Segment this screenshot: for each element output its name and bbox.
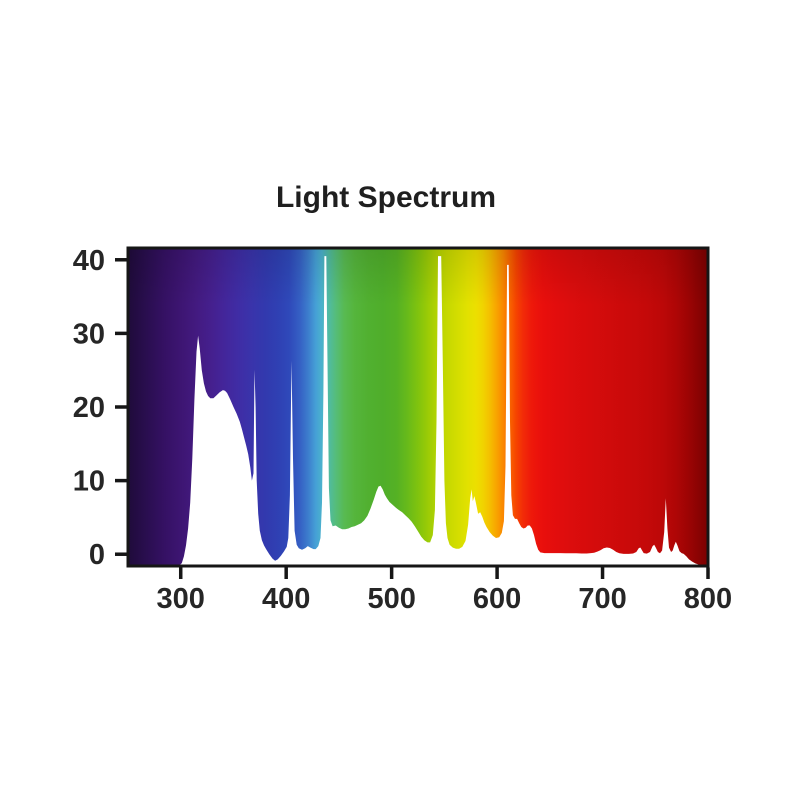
x-tick-label: 400 xyxy=(262,583,310,615)
chart-title: Light Spectrum xyxy=(275,181,496,214)
x-tick-label: 500 xyxy=(367,583,415,615)
x-tick-label: 600 xyxy=(473,583,521,615)
y-tick-label: 0 xyxy=(89,539,105,571)
y-tick-label: 20 xyxy=(73,392,105,424)
x-tick-label: 300 xyxy=(157,583,205,615)
y-tick-label: 10 xyxy=(73,466,105,498)
plot-frame xyxy=(126,246,710,568)
x-tick-label: 800 xyxy=(684,583,732,615)
y-tick-label: 30 xyxy=(73,318,105,350)
x-tick-label: 700 xyxy=(578,583,626,615)
y-tick-label: 40 xyxy=(73,245,105,277)
